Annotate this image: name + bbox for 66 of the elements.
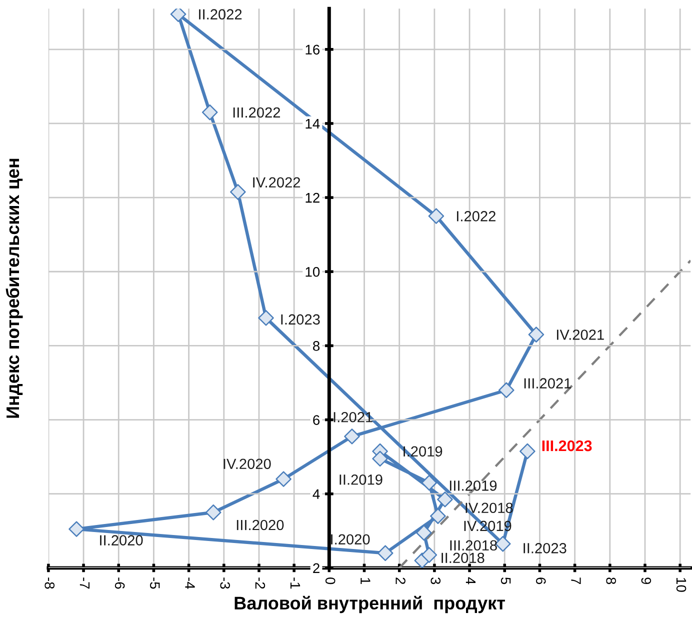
annotation: I.2022 bbox=[456, 211, 496, 222]
point bbox=[520, 443, 536, 460]
annotation: III.2018 bbox=[450, 540, 497, 551]
point bbox=[276, 471, 292, 487]
annotation: IV.2022 bbox=[253, 177, 300, 188]
annotation: III.2020 bbox=[236, 520, 284, 530]
annotation: I.2021 bbox=[334, 412, 372, 422]
x-tick-label: -8 bbox=[44, 578, 55, 589]
x-tick-label: 4 bbox=[466, 577, 476, 584]
annotation: II.2022 bbox=[199, 9, 242, 20]
x-tick-label: -3 bbox=[220, 578, 230, 589]
x-tick-label: 1 bbox=[360, 578, 370, 584]
point bbox=[421, 474, 438, 491]
x-axis-title: Валовой внутренний продукт bbox=[234, 596, 505, 614]
point bbox=[428, 208, 444, 224]
x-tick-label: 3 bbox=[430, 578, 441, 584]
x-tick-label: -4 bbox=[185, 578, 195, 589]
point bbox=[416, 524, 432, 541]
x-tick-label: 5 bbox=[500, 578, 511, 584]
y-tick-label: 10 bbox=[306, 266, 320, 277]
annotation: III.2019 bbox=[450, 480, 497, 491]
point bbox=[430, 508, 446, 524]
y-tick-label: 4 bbox=[312, 489, 320, 499]
point bbox=[202, 104, 218, 120]
annotation: II.2020 bbox=[100, 535, 143, 546]
y-tick-label: 14 bbox=[306, 118, 320, 129]
point bbox=[437, 492, 453, 508]
point bbox=[377, 545, 394, 562]
x-tick-label: 8 bbox=[606, 578, 616, 584]
point bbox=[498, 382, 514, 398]
point bbox=[344, 428, 360, 444]
annotation: I.2020 bbox=[331, 534, 370, 545]
y-tick-label: 2 bbox=[313, 563, 320, 573]
annotation: III.2022 bbox=[233, 107, 280, 118]
y-tick-label: 16 bbox=[306, 44, 320, 55]
y-tick-label: 6 bbox=[313, 415, 320, 425]
point bbox=[68, 521, 84, 537]
point bbox=[421, 547, 438, 563]
annotation: IV.2021 bbox=[557, 330, 604, 340]
x-tick-label: 6 bbox=[536, 578, 546, 584]
x-tick-label: 7 bbox=[571, 578, 581, 584]
point bbox=[528, 326, 544, 343]
x-tick-label: -7 bbox=[80, 578, 90, 589]
annotation: III.2021 bbox=[524, 378, 571, 389]
annotation: I.2023 bbox=[281, 314, 320, 325]
annotation: II.2019 bbox=[340, 474, 382, 485]
x-tick-label: -1 bbox=[290, 578, 300, 589]
annotation: II.2023 bbox=[524, 543, 566, 554]
point bbox=[170, 8, 186, 22]
annotation: III.2023 bbox=[542, 440, 592, 452]
x-tick-label: 0 bbox=[325, 578, 336, 584]
point bbox=[258, 310, 274, 326]
x-tick-label: 10 bbox=[676, 578, 686, 592]
annotation: II.2018 bbox=[442, 552, 484, 564]
x-tick-label: -2 bbox=[255, 578, 266, 589]
x-tick-label: -5 bbox=[150, 578, 160, 589]
point bbox=[205, 504, 222, 520]
point bbox=[372, 450, 388, 467]
y-axis-title: Индекс потребительских цен bbox=[6, 158, 23, 418]
x-tick-label: 2 bbox=[396, 578, 406, 584]
y-tick-label: 12 bbox=[306, 192, 320, 203]
x-tick-label: -6 bbox=[114, 578, 125, 589]
y-tick-label: 8 bbox=[313, 341, 320, 351]
x-tick-label: 9 bbox=[641, 578, 652, 584]
annotation: IV.2020 bbox=[224, 458, 271, 470]
point bbox=[230, 184, 246, 200]
